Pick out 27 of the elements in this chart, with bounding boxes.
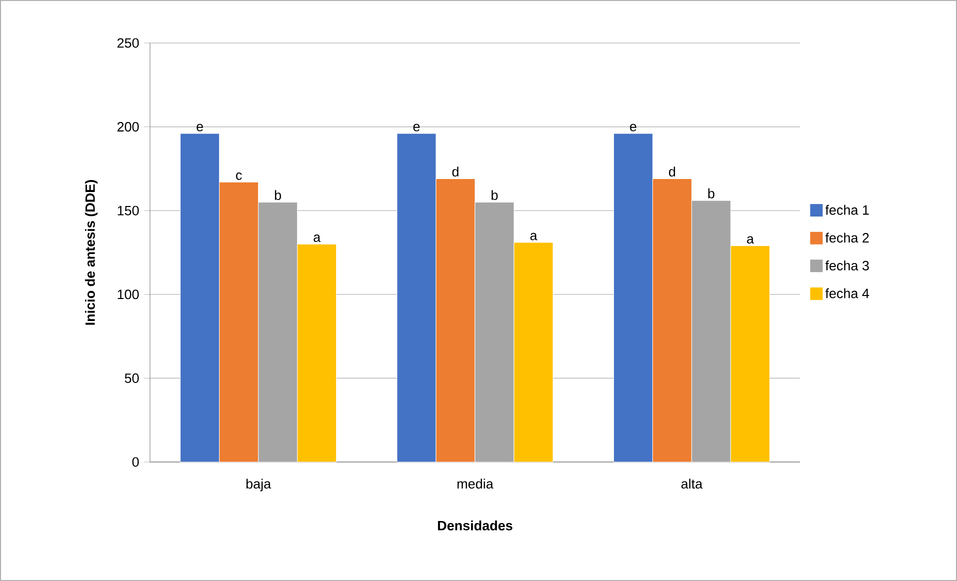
legend-label: fecha 2 (825, 232, 869, 243)
annotation: d (452, 166, 458, 177)
legend-label: fecha 1 (825, 204, 869, 215)
annotation: d (668, 166, 676, 177)
x-tick-label: alta (681, 478, 703, 489)
y-tick-label: 200 (117, 122, 139, 132)
annotation: c (236, 172, 242, 180)
y-tick-label: 0 (132, 457, 139, 467)
annotation: a (747, 236, 754, 244)
y-tick-label: 250 (117, 38, 139, 48)
annotation: e (413, 124, 420, 132)
y-tick-label: 100 (118, 290, 139, 300)
annotation: a (530, 232, 538, 240)
x-axis-title: Densidades (438, 520, 512, 530)
annotation: a (314, 234, 321, 242)
annotation: b (492, 190, 498, 200)
y-tick-label: 50 (124, 373, 139, 383)
annotation: e (630, 124, 636, 132)
x-tick-label: baja (246, 478, 272, 492)
annotation: b (708, 188, 714, 198)
y-axis-title: Inicio de antesis (DDE) (84, 180, 98, 325)
legend-label: fecha 4 (825, 288, 870, 298)
annotation: e (196, 124, 203, 132)
legend-label: fecha 3 (825, 260, 869, 270)
x-tick-label: media (458, 478, 494, 489)
annotation: b (274, 190, 282, 200)
y-tick-label: 150 (118, 206, 139, 216)
